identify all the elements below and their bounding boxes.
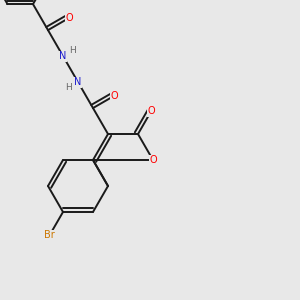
Text: O: O — [147, 106, 155, 116]
Text: Br: Br — [44, 230, 55, 240]
Text: O: O — [110, 91, 118, 101]
Text: O: O — [149, 155, 157, 165]
Text: N: N — [74, 77, 82, 87]
Text: O: O — [65, 13, 73, 23]
Text: H: H — [65, 83, 71, 92]
Text: H: H — [70, 46, 76, 55]
Text: N: N — [59, 51, 67, 61]
